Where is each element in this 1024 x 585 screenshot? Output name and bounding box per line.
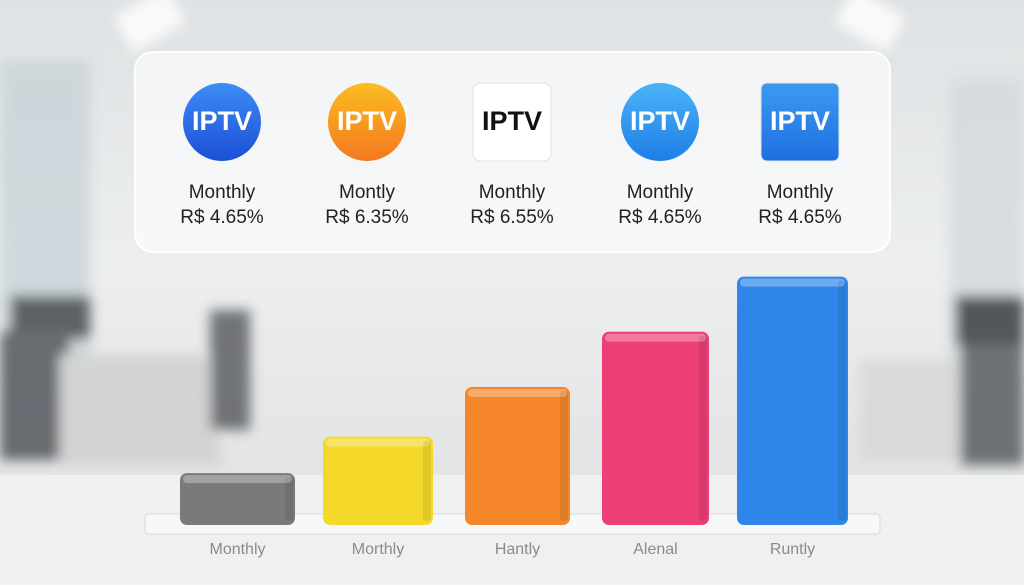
bar: [180, 473, 295, 525]
card: IPTV Monthly R$ 4.65%: [180, 83, 264, 228]
card-label: Monthly: [189, 182, 256, 203]
card-icon: [328, 83, 406, 161]
card: IPTV Monthly R$ 4.65%: [758, 82, 842, 228]
bar-shade: [285, 477, 293, 521]
bar: [465, 387, 570, 525]
card-icon-text: IPTV: [630, 106, 690, 136]
card-icon-text: IPTV: [192, 106, 252, 136]
card-icon: [472, 82, 552, 162]
bar-highlight: [183, 475, 292, 484]
card-label: Monthly: [479, 182, 546, 203]
card-icon-text: IPTV: [337, 106, 397, 136]
card: IPTV Monthly R$ 4.65%: [618, 83, 702, 228]
bar-highlight: [326, 438, 430, 447]
card-label: Montly: [339, 182, 395, 203]
bar-shade: [699, 335, 707, 521]
card-price: R$ 6.35%: [325, 207, 409, 228]
card: IPTV Monthly R$ 6.55%: [470, 82, 554, 228]
x-tick-label: Morthly: [352, 541, 404, 558]
bars: Monthly Morthly Hantly Alenal Runtly: [180, 276, 848, 558]
card-label: Monthly: [627, 182, 694, 203]
card-label: Monthly: [767, 182, 834, 203]
card-price: R$ 4.65%: [758, 207, 842, 228]
bar-shade: [423, 440, 431, 521]
x-tick-label: Alenal: [633, 541, 677, 558]
card-icon: [621, 83, 699, 161]
bar-shade: [838, 280, 846, 521]
bar-shade: [560, 391, 568, 521]
bar-highlight: [605, 333, 706, 342]
card-icon-text: IPTV: [770, 106, 830, 136]
x-tick-label: Hantly: [495, 541, 540, 558]
card-icon-text: IPTV: [482, 106, 542, 136]
card-icon: [760, 82, 840, 162]
bar: [323, 436, 433, 525]
card-price: R$ 6.55%: [470, 207, 554, 228]
bar-highlight: [740, 278, 845, 287]
bar-highlight: [468, 389, 567, 397]
card: IPTV Montly R$ 6.35%: [325, 83, 409, 228]
bar: [602, 331, 709, 525]
card-icon: [183, 83, 261, 161]
x-tick-label: Runtly: [770, 541, 815, 558]
card-price: R$ 4.65%: [180, 207, 264, 228]
bar: [737, 276, 848, 525]
card-price: R$ 4.65%: [618, 207, 702, 228]
x-tick-label: Monthly: [209, 541, 265, 558]
